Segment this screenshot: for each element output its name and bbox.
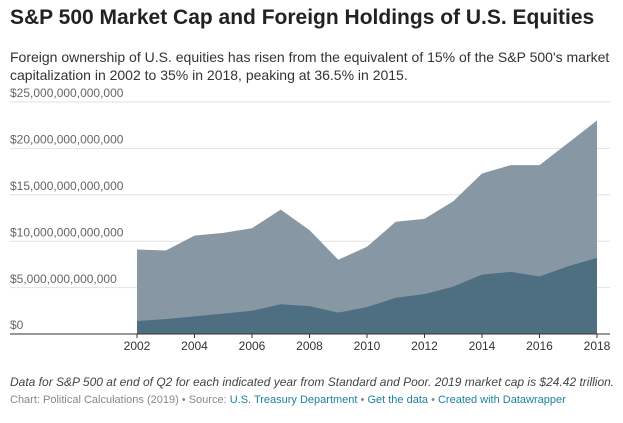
datawrapper-link[interactable]: Created with Datawrapper — [437, 394, 566, 406]
separator: • — [360, 394, 365, 406]
chart-notes: Data for S&P 500 at end of Q2 for each i… — [10, 375, 615, 389]
y-tick-label: $5,000,000,000,000 — [10, 272, 117, 286]
x-tick-label: 2006 — [239, 339, 266, 353]
source-link[interactable]: U.S. Treasury Department — [229, 394, 358, 406]
x-tick-label: 2002 — [124, 339, 151, 353]
x-tick-label: 2014 — [469, 339, 496, 353]
y-tick-label: $10,000,000,000,000 — [10, 225, 124, 239]
x-tick-label: 2012 — [411, 339, 438, 353]
y-tick-label: $15,000,000,000,000 — [10, 179, 124, 193]
x-tick-label: 2018 — [584, 339, 611, 353]
data-link[interactable]: Get the data — [367, 394, 428, 406]
y-tick-label: $25,000,000,000,000 — [10, 86, 124, 100]
source-line: Chart: Political Calculations (2019) • S… — [10, 394, 566, 406]
chart-title: S&P 500 Market Cap and Foreign Holdings … — [10, 6, 595, 29]
x-tick-label: 2004 — [181, 339, 208, 353]
y-tick-label: $0 — [10, 318, 24, 332]
chart-subtitle: Foreign ownership of U.S. equities has r… — [10, 49, 610, 83]
credit: Chart: Political Calculations (2019) • S… — [10, 394, 227, 406]
y-tick-label: $20,000,000,000,000 — [10, 133, 124, 147]
x-tick-label: 2010 — [354, 339, 381, 353]
area — [137, 257, 597, 334]
separator: • — [431, 394, 435, 406]
x-tick-label: 2008 — [296, 339, 323, 353]
x-tick-label: 2016 — [526, 339, 553, 353]
